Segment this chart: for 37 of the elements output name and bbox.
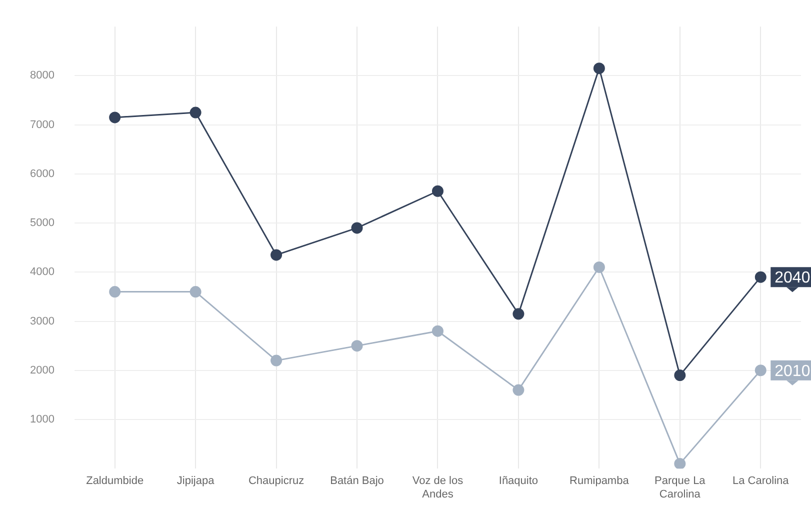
x-tick-label: Chaupicruz (248, 475, 304, 488)
point (512, 308, 524, 320)
y-tick-label: 1000 (30, 414, 54, 426)
point (674, 370, 686, 382)
x-tick-label: La Carolina (732, 475, 790, 488)
point (190, 286, 202, 298)
y-tick-label: 2000 (30, 364, 54, 376)
x-tick-label: Voz de los Andes (412, 475, 464, 500)
point (190, 106, 202, 118)
point (351, 222, 363, 234)
point (270, 249, 282, 261)
x-tick-label: Rumipamba (570, 475, 630, 488)
point (109, 112, 121, 124)
y-tick-label: 7000 (30, 118, 54, 131)
x-tick-label: Parque La Carolina (654, 475, 706, 500)
y-tick-label: 4000 (30, 266, 54, 278)
y-tick-label: 3000 (30, 315, 54, 328)
y-tick-label: 8000 (30, 70, 54, 82)
point (432, 325, 444, 337)
y-tick-label: 6000 (30, 168, 54, 180)
x-tick-label: Zaldumbide (86, 475, 144, 488)
y-tick-label: 5000 (30, 217, 54, 230)
point (270, 354, 282, 366)
series-label: 2040 (774, 269, 810, 286)
series-label: 2010 (774, 362, 810, 380)
x-tick-label: Jipijapa (176, 475, 216, 488)
x-tick-label: Iñaquito (498, 475, 538, 488)
point (674, 458, 686, 469)
point (754, 271, 766, 283)
point (593, 261, 605, 273)
point (512, 384, 524, 396)
point (109, 286, 121, 298)
point (351, 340, 363, 352)
x-tick-label: Batán Bajo (330, 475, 384, 488)
point (754, 364, 766, 376)
point (593, 62, 605, 74)
point (432, 185, 444, 197)
